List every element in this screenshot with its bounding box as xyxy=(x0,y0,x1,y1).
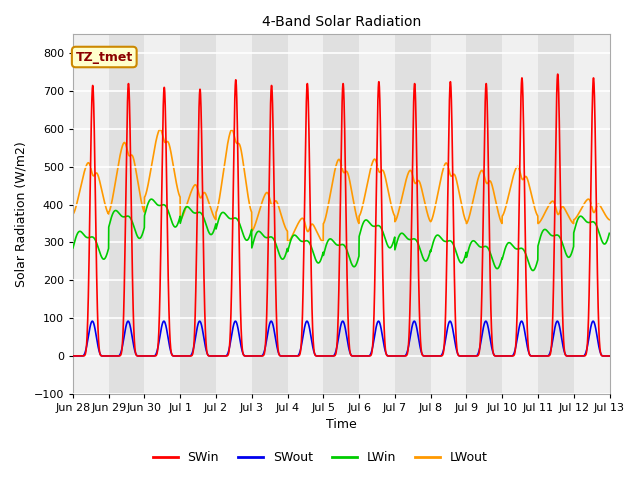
Bar xyxy=(359,35,395,394)
LWout xyxy=(605,217,613,223)
LWout xyxy=(403,174,411,180)
Bar xyxy=(431,35,467,394)
SWout xyxy=(605,353,613,359)
Bar xyxy=(180,35,216,394)
SWout xyxy=(69,353,77,359)
LWin xyxy=(529,268,537,274)
LWin xyxy=(555,233,563,239)
SWout xyxy=(394,353,401,359)
LWout xyxy=(605,217,613,223)
Title: 4-Band Solar Radiation: 4-Band Solar Radiation xyxy=(262,15,421,29)
LWout xyxy=(184,198,192,204)
LWout xyxy=(394,213,401,218)
LWout xyxy=(284,240,291,245)
LWin xyxy=(403,235,411,241)
Bar xyxy=(609,35,640,394)
SWout xyxy=(88,318,96,324)
LWin xyxy=(184,204,192,210)
Legend: SWin, SWout, LWin, LWout: SWin, SWout, LWin, LWout xyxy=(147,446,493,469)
LWout xyxy=(69,211,77,217)
Text: TZ_tmet: TZ_tmet xyxy=(76,50,133,63)
Bar xyxy=(109,35,145,394)
LWin xyxy=(147,196,155,202)
SWout xyxy=(555,320,563,326)
Line: SWin: SWin xyxy=(73,74,609,356)
SWin xyxy=(605,353,613,359)
Bar xyxy=(216,35,252,394)
LWout xyxy=(555,211,563,217)
Bar xyxy=(395,35,431,394)
SWin xyxy=(219,353,227,359)
SWout xyxy=(219,353,227,359)
SWin xyxy=(403,352,410,358)
Bar xyxy=(252,35,287,394)
Line: LWin: LWin xyxy=(73,199,609,271)
SWin xyxy=(605,353,613,359)
LWout xyxy=(219,172,227,178)
LWin xyxy=(394,238,401,243)
LWout xyxy=(156,126,164,132)
SWout xyxy=(184,353,192,359)
LWin xyxy=(69,245,77,251)
SWin xyxy=(394,353,401,359)
SWin xyxy=(184,353,192,359)
Bar xyxy=(323,35,359,394)
SWin xyxy=(554,72,561,77)
Bar xyxy=(573,35,609,394)
LWin xyxy=(605,231,613,237)
Y-axis label: Solar Radiation (W/m2): Solar Radiation (W/m2) xyxy=(15,141,28,287)
SWin xyxy=(555,85,563,91)
Line: SWout: SWout xyxy=(73,321,609,356)
SWout xyxy=(605,353,613,359)
Bar xyxy=(73,35,109,394)
Bar xyxy=(502,35,538,394)
Bar xyxy=(287,35,323,394)
Line: LWout: LWout xyxy=(73,129,609,242)
LWin xyxy=(605,230,613,236)
Bar xyxy=(145,35,180,394)
X-axis label: Time: Time xyxy=(326,419,356,432)
LWin xyxy=(219,209,227,215)
Bar xyxy=(467,35,502,394)
Bar xyxy=(538,35,573,394)
SWin xyxy=(69,353,77,359)
SWout xyxy=(403,350,411,356)
